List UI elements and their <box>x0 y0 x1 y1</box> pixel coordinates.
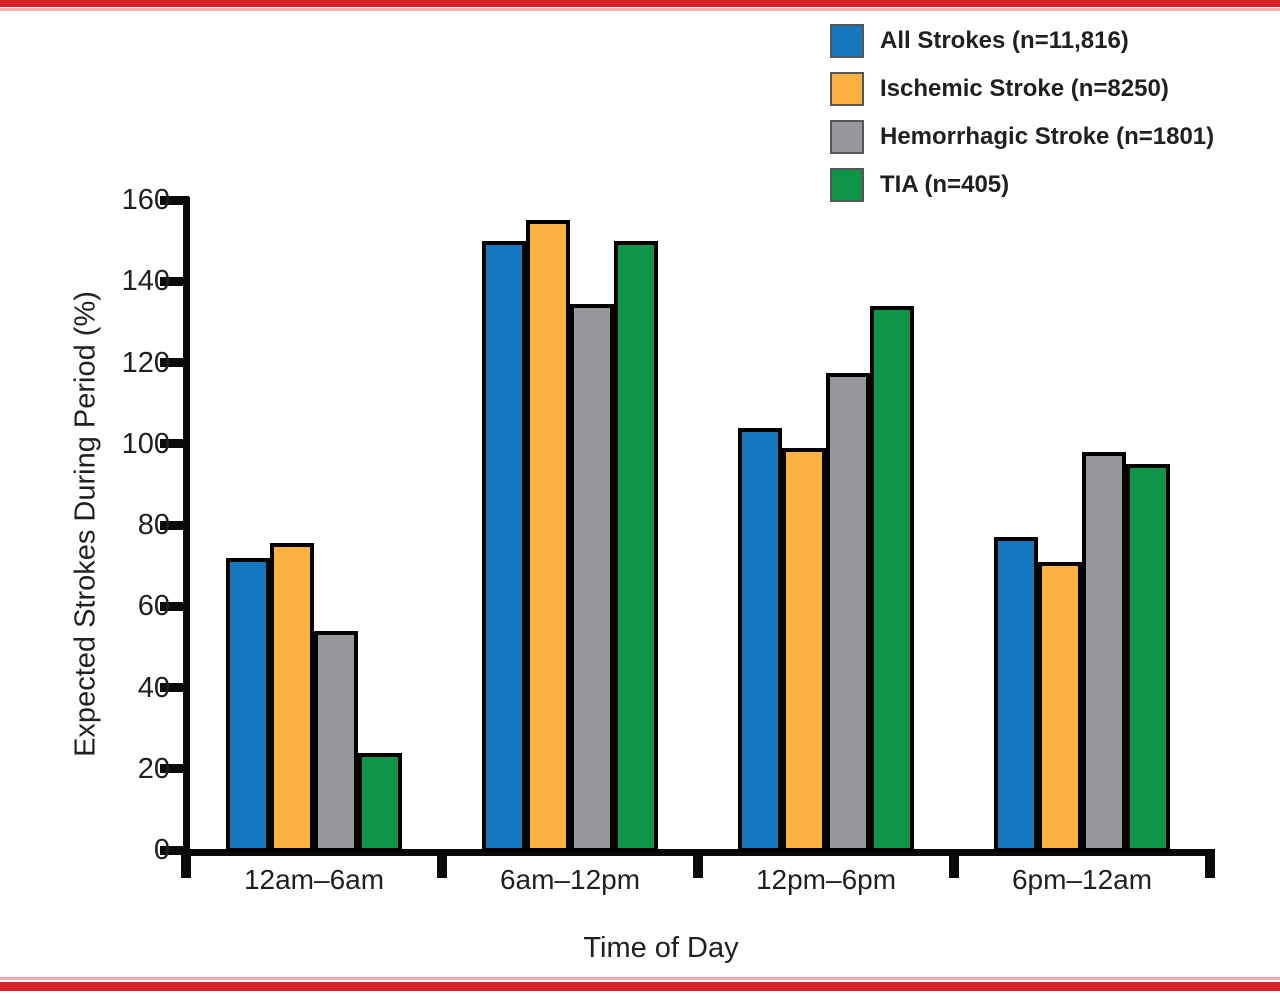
x-category-label: 12am–6am <box>243 864 385 895</box>
y-axis-tick <box>160 683 189 692</box>
y-axis-tick <box>160 601 189 611</box>
legend-swatch-tia <box>830 168 864 202</box>
x-axis-tick <box>949 849 959 878</box>
bar-all-strokes-12am-6am <box>226 557 270 852</box>
legend-label-hemorrhagic-stroke: Hemorrhagic Stroke (n=1801) <box>880 123 1215 150</box>
top-border-bar <box>0 0 1280 7</box>
bar-ischemic-stroke-12pm-6pm <box>782 447 826 852</box>
legend-item-ischemic-stroke: Ischemic Stroke (n=8250) <box>830 72 1214 106</box>
bar-all-strokes-12pm-6pm <box>738 427 782 852</box>
bar-ischemic-stroke-6pm-12am <box>1038 561 1082 852</box>
legend-swatch-hemorrhagic-stroke <box>830 120 864 154</box>
y-axis-tick <box>160 195 189 205</box>
bar-hemorrhagic-stroke-6pm-12am <box>1082 451 1126 852</box>
y-tick-label: 160 <box>121 184 170 216</box>
x-axis-tick <box>1205 849 1215 878</box>
x-category-label: 6pm–12am <box>1011 864 1153 895</box>
x-axis-title: Time of Day <box>583 932 739 964</box>
bar-tia-6am-12pm <box>614 240 658 852</box>
y-tick-label: 0 <box>153 834 170 866</box>
bar-all-strokes-6pm-12am <box>994 537 1038 852</box>
bottom-border-accent <box>0 977 1280 980</box>
legend-label-tia: TIA (n=405) <box>880 171 1010 198</box>
legend-item-tia: TIA (n=405) <box>830 168 1214 202</box>
legend-swatch-all-strokes <box>830 24 864 58</box>
legend: All Strokes (n=11,816) Ischemic Stroke (n… <box>830 24 1214 216</box>
y-tick-label: 100 <box>121 427 170 460</box>
y-tick-label: 20 <box>137 752 170 785</box>
legend-label-all-strokes: All Strokes (n=11,816) <box>880 27 1129 54</box>
bottom-border-bar <box>0 982 1280 991</box>
bar-ischemic-stroke-6am-12pm <box>526 220 570 852</box>
y-tick-label: 60 <box>137 590 170 623</box>
bar-tia-6pm-12am <box>1126 464 1170 852</box>
y-tick-label: 40 <box>137 671 170 704</box>
y-tick-label: 140 <box>121 265 170 298</box>
legend-item-all-strokes: All Strokes (n=11,816) <box>830 24 1214 58</box>
y-axis-tick <box>160 520 189 530</box>
y-tick-label: 120 <box>121 346 170 379</box>
x-category-label: 6am–12pm <box>499 864 641 895</box>
y-axis-tick <box>160 845 189 855</box>
bar-ischemic-stroke-12am-6am <box>270 543 314 852</box>
bar-hemorrhagic-stroke-12am-6am <box>314 630 358 852</box>
x-axis-tick <box>181 849 191 878</box>
y-axis-tick <box>160 358 189 367</box>
bar-hemorrhagic-stroke-6am-12pm <box>570 303 614 852</box>
y-axis-tick <box>160 439 189 449</box>
legend-item-hemorrhagic-stroke: Hemorrhagic Stroke (n=1801) <box>830 120 1214 154</box>
bar-all-strokes-6am-12pm <box>482 240 526 852</box>
y-axis-tick <box>160 764 189 774</box>
y-tick-label: 80 <box>137 509 170 541</box>
bar-tia-12pm-6pm <box>870 305 914 852</box>
bar-tia-12am-6am <box>358 752 402 852</box>
x-axis-tick <box>437 849 447 878</box>
x-category-label: 12pm–6pm <box>755 864 897 895</box>
bar-hemorrhagic-stroke-12pm-6pm <box>826 372 870 852</box>
y-axis-tick <box>160 276 189 286</box>
x-axis-tick <box>693 849 703 878</box>
top-border-accent <box>0 8 1280 11</box>
legend-label-ischemic-stroke: Ischemic Stroke (n=8250) <box>880 75 1169 102</box>
legend-swatch-ischemic-stroke <box>830 72 864 106</box>
